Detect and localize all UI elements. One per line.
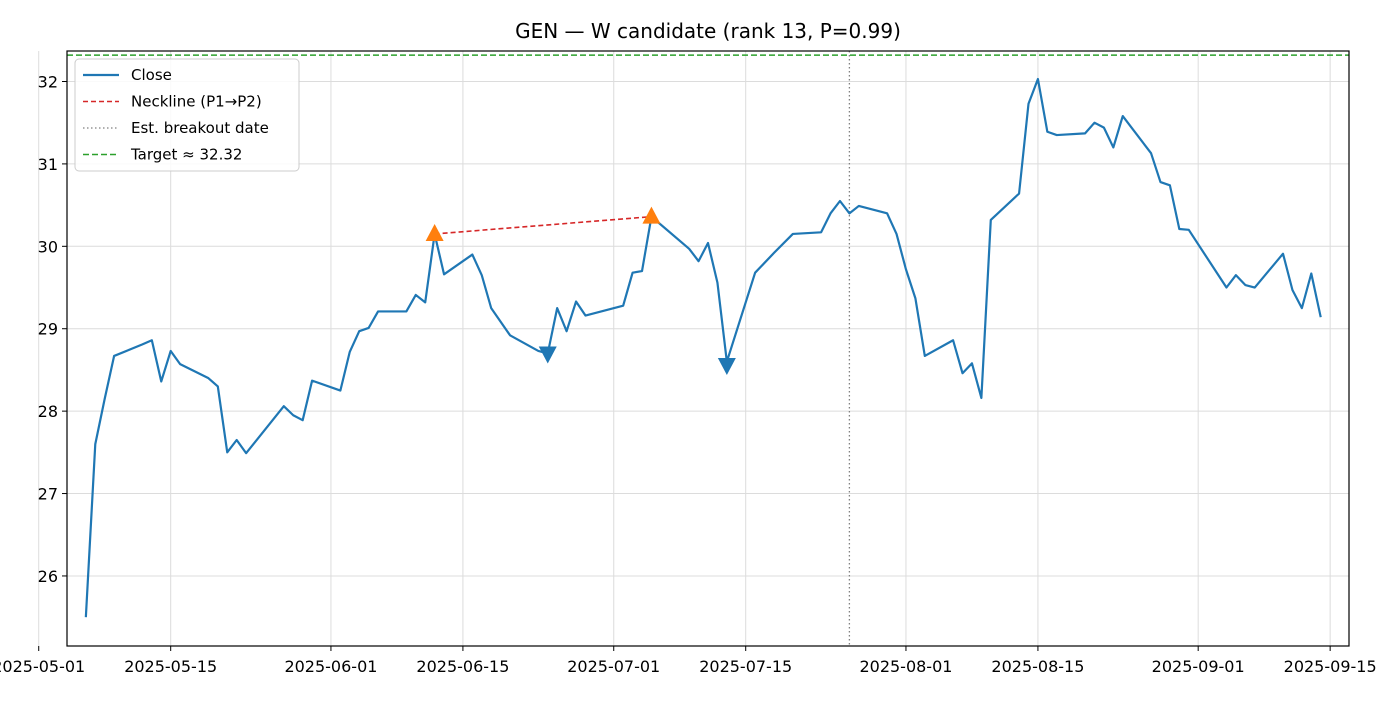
x-tick-label: 2025-08-01	[859, 657, 952, 676]
legend: Close Neckline (P1→P2) Est. breakout date T…	[74, 58, 300, 172]
x-tick-label: 2025-07-01	[567, 657, 660, 676]
x-tick-label: 2025-09-01	[1152, 657, 1245, 676]
x-axis: 2025-05-01 2025-05-15 2025-06-01 2025-06-15…	[0, 646, 1377, 676]
trough-marker	[538, 346, 557, 364]
y-tick-label: 26	[38, 567, 58, 586]
peak-marker	[642, 206, 661, 224]
pattern-markers	[425, 206, 736, 375]
x-tick-label: 2025-09-15	[1284, 657, 1377, 676]
grid	[38, 51, 1349, 646]
y-axis: 26 27 28 29 30 31 32	[38, 72, 67, 586]
plot-lines	[67, 51, 1349, 646]
chart-title: GEN — W candidate (rank 13, P=0.99)	[515, 19, 901, 43]
x-tick-label: 2025-07-15	[699, 657, 792, 676]
x-tick-label: 2025-05-01	[0, 657, 85, 676]
y-tick-label: 29	[38, 320, 58, 339]
peak-marker	[425, 223, 444, 241]
legend-label: Target ≈ 32.32	[130, 146, 242, 164]
y-tick-label: 31	[38, 155, 58, 174]
legend-label: Est. breakout date	[131, 119, 269, 137]
trough-marker	[717, 357, 736, 375]
plot-area-frame	[66, 50, 1350, 647]
legend-box	[74, 58, 300, 172]
neckline	[434, 215, 652, 235]
y-tick-label: 27	[38, 485, 58, 504]
legend-label: Close	[131, 66, 172, 84]
close-price-line	[84, 77, 1322, 618]
x-tick-label: 2025-06-01	[284, 657, 377, 676]
y-tick-label: 32	[38, 72, 58, 91]
y-tick-label: 28	[38, 402, 58, 421]
y-tick-label: 30	[38, 237, 58, 256]
x-tick-label: 2025-08-15	[991, 657, 1084, 676]
x-tick-label: 2025-05-15	[124, 657, 217, 676]
x-tick-label: 2025-06-15	[416, 657, 509, 676]
legend-label: Neckline (P1→P2)	[131, 93, 262, 111]
